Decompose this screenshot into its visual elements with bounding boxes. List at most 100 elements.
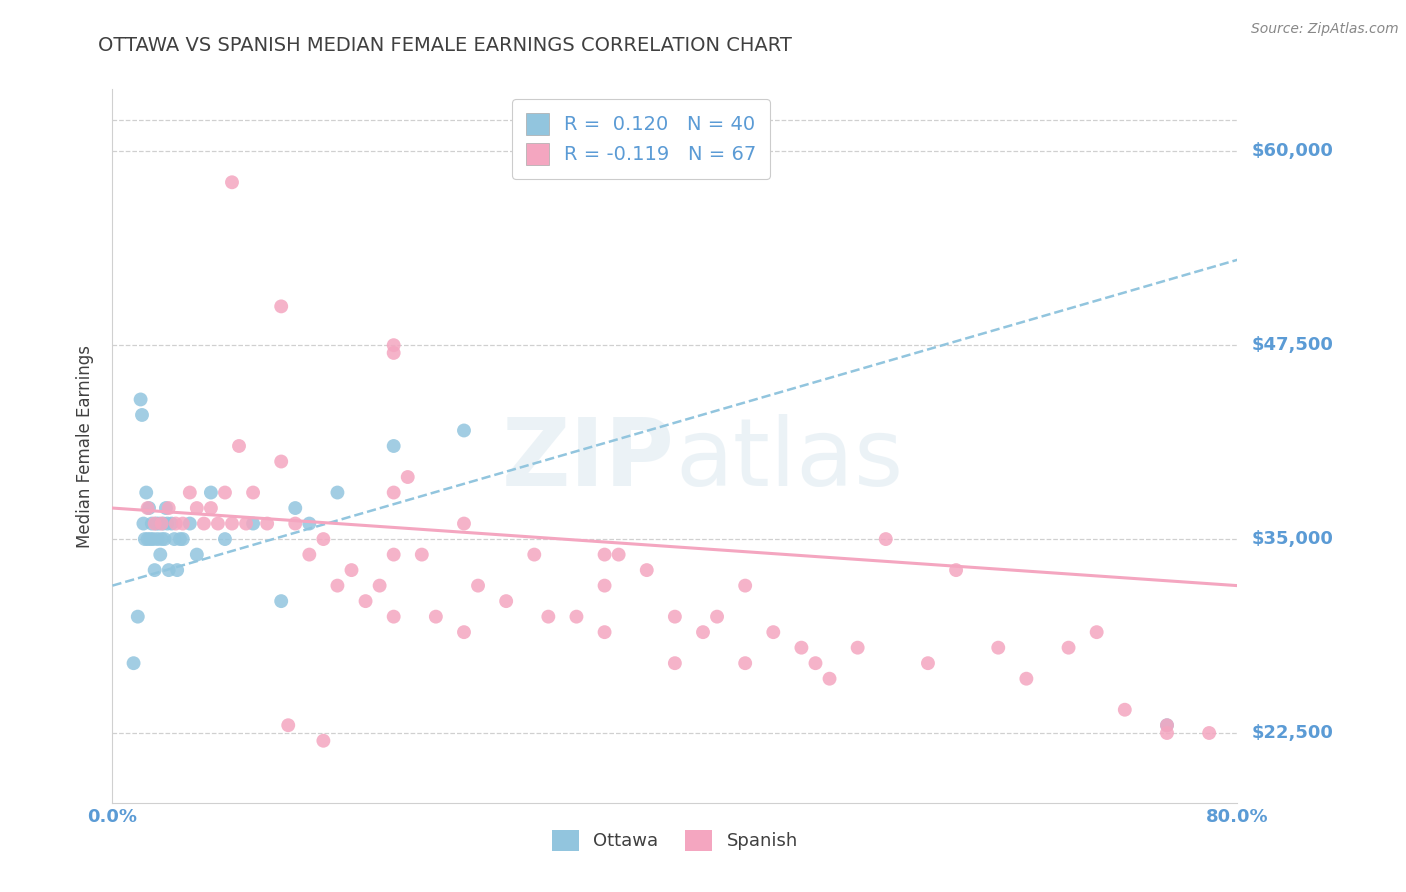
Point bbox=[523, 548, 546, 562]
Point bbox=[762, 625, 785, 640]
Point bbox=[298, 548, 321, 562]
Point bbox=[186, 501, 208, 516]
Point bbox=[692, 625, 714, 640]
Point bbox=[804, 656, 827, 670]
Point bbox=[706, 609, 728, 624]
Point bbox=[145, 516, 167, 531]
Point bbox=[157, 501, 180, 516]
Point bbox=[172, 532, 194, 546]
Point bbox=[155, 501, 177, 516]
Point bbox=[136, 532, 159, 546]
Point bbox=[382, 485, 405, 500]
Point bbox=[134, 532, 156, 546]
Point bbox=[152, 516, 174, 531]
Point bbox=[396, 470, 419, 484]
Point bbox=[987, 640, 1010, 655]
Point bbox=[221, 175, 243, 189]
Point bbox=[150, 516, 173, 531]
Point bbox=[1085, 625, 1108, 640]
Point bbox=[284, 516, 307, 531]
Point bbox=[122, 656, 145, 670]
Point bbox=[298, 516, 321, 531]
Point bbox=[270, 454, 292, 468]
Text: $35,000: $35,000 bbox=[1251, 530, 1333, 548]
Point bbox=[186, 548, 208, 562]
Point bbox=[150, 532, 173, 546]
Point bbox=[565, 609, 588, 624]
Point bbox=[129, 392, 152, 407]
Point bbox=[945, 563, 967, 577]
Text: ZIP: ZIP bbox=[502, 414, 675, 507]
Point bbox=[1156, 726, 1178, 740]
Point bbox=[425, 609, 447, 624]
Point bbox=[453, 625, 475, 640]
Point bbox=[148, 516, 170, 531]
Point bbox=[1156, 718, 1178, 732]
Point bbox=[1198, 726, 1220, 740]
Point bbox=[382, 548, 405, 562]
Text: $22,500: $22,500 bbox=[1251, 724, 1333, 742]
Point bbox=[143, 563, 166, 577]
Text: $47,500: $47,500 bbox=[1251, 336, 1333, 354]
Point bbox=[163, 532, 186, 546]
Point bbox=[312, 532, 335, 546]
Point bbox=[200, 501, 222, 516]
Point bbox=[221, 516, 243, 531]
Legend: Ottawa, Spanish: Ottawa, Spanish bbox=[544, 822, 806, 858]
Point bbox=[179, 516, 201, 531]
Point bbox=[593, 579, 616, 593]
Point bbox=[326, 485, 349, 500]
Point bbox=[1015, 672, 1038, 686]
Point bbox=[917, 656, 939, 670]
Point bbox=[157, 563, 180, 577]
Point bbox=[200, 485, 222, 500]
Text: OTTAWA VS SPANISH MEDIAN FEMALE EARNINGS CORRELATION CHART: OTTAWA VS SPANISH MEDIAN FEMALE EARNINGS… bbox=[98, 36, 793, 54]
Point bbox=[228, 439, 250, 453]
Point bbox=[131, 408, 153, 422]
Point bbox=[146, 532, 169, 546]
Point bbox=[593, 548, 616, 562]
Point bbox=[382, 346, 405, 360]
Point bbox=[1057, 640, 1080, 655]
Point bbox=[495, 594, 517, 608]
Point bbox=[1156, 718, 1178, 732]
Point bbox=[169, 532, 191, 546]
Point bbox=[160, 516, 183, 531]
Point bbox=[734, 579, 756, 593]
Point bbox=[207, 516, 229, 531]
Point bbox=[193, 516, 215, 531]
Point bbox=[284, 501, 307, 516]
Point bbox=[382, 338, 405, 352]
Point bbox=[165, 516, 187, 531]
Point bbox=[790, 640, 813, 655]
Point bbox=[270, 594, 292, 608]
Point bbox=[607, 548, 630, 562]
Point bbox=[135, 485, 157, 500]
Point bbox=[537, 609, 560, 624]
Point bbox=[411, 548, 433, 562]
Point bbox=[277, 718, 299, 732]
Point bbox=[846, 640, 869, 655]
Point bbox=[734, 656, 756, 670]
Point bbox=[467, 579, 489, 593]
Point bbox=[153, 532, 176, 546]
Point bbox=[172, 516, 194, 531]
Point bbox=[270, 299, 292, 313]
Point bbox=[593, 625, 616, 640]
Text: Source: ZipAtlas.com: Source: ZipAtlas.com bbox=[1251, 22, 1399, 37]
Point bbox=[664, 656, 686, 670]
Point bbox=[382, 609, 405, 624]
Point bbox=[354, 594, 377, 608]
Point bbox=[256, 516, 278, 531]
Point bbox=[141, 516, 163, 531]
Y-axis label: Median Female Earnings: Median Female Earnings bbox=[76, 344, 94, 548]
Point bbox=[1114, 703, 1136, 717]
Point bbox=[139, 532, 162, 546]
Point bbox=[453, 516, 475, 531]
Point bbox=[312, 733, 335, 747]
Point bbox=[214, 532, 236, 546]
Point bbox=[242, 485, 264, 500]
Point bbox=[368, 579, 391, 593]
Point bbox=[156, 516, 179, 531]
Point bbox=[382, 439, 405, 453]
